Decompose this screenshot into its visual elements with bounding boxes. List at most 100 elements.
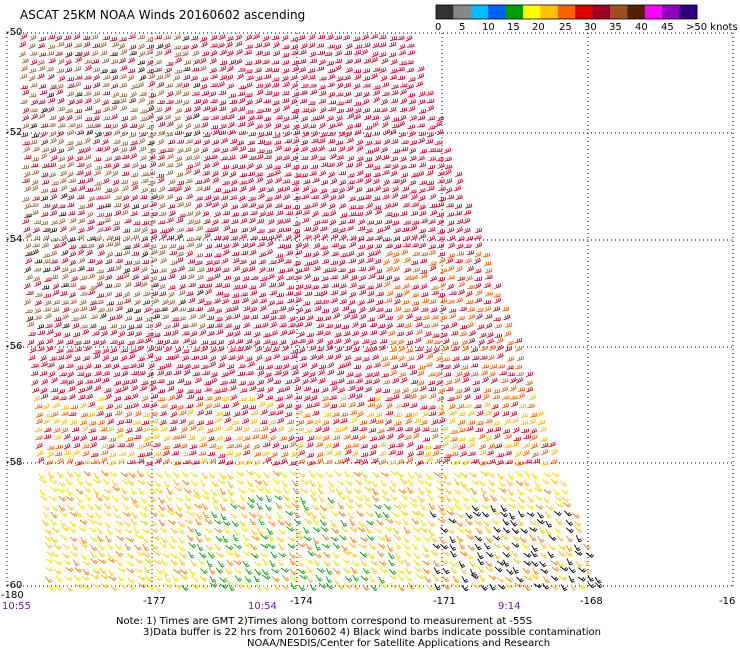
wind-barb — [101, 470, 109, 477]
wind-barb — [338, 259, 346, 266]
wind-barb — [399, 114, 407, 122]
wind-barb — [360, 458, 368, 466]
legend-label-50: >50 knots — [686, 22, 738, 33]
wind-barb — [65, 478, 73, 486]
wind-barb — [406, 67, 414, 73]
wind-barbs — [18, 33, 603, 593]
wind-barb — [490, 364, 498, 370]
wind-barb — [256, 218, 265, 224]
wind-barb — [102, 370, 110, 377]
wind-barb — [247, 121, 255, 128]
wind-barb — [77, 148, 85, 154]
wind-barb — [272, 77, 280, 82]
wind-barb — [434, 140, 443, 145]
wind-barb — [507, 488, 515, 496]
wind-barb — [240, 292, 248, 297]
wind-barb — [283, 227, 291, 232]
wind-barb — [347, 113, 355, 120]
wind-barb — [302, 217, 310, 224]
wind-barb — [73, 442, 81, 449]
wind-barb — [170, 411, 178, 418]
wind-barb — [159, 244, 167, 250]
wind-barb — [127, 577, 135, 584]
wind-barb — [111, 42, 120, 48]
wind-barb — [125, 427, 133, 434]
wind-barb — [130, 152, 138, 160]
wind-barb — [44, 427, 52, 433]
wind-barb — [131, 274, 140, 281]
wind-barb — [319, 226, 328, 231]
wind-barb — [177, 520, 186, 528]
wind-barb — [350, 314, 358, 320]
wind-barb — [508, 496, 517, 503]
wind-barb — [353, 101, 362, 106]
wind-barb — [253, 59, 262, 65]
wind-barb — [53, 331, 62, 338]
wind-barb — [338, 511, 347, 517]
wind-barb — [575, 560, 583, 568]
wind-barb — [334, 35, 343, 41]
lat-label: -56 — [6, 341, 23, 352]
wind-barb — [24, 185, 32, 192]
wind-barb — [193, 219, 201, 225]
wind-barb — [114, 387, 122, 394]
wind-barb — [260, 534, 269, 540]
wind-barb — [44, 299, 52, 306]
wind-barb — [239, 283, 248, 290]
wind-barb — [125, 307, 134, 313]
wind-barb — [93, 377, 102, 384]
wind-barb — [51, 395, 59, 401]
wind-barb — [496, 459, 504, 466]
legend-label-20: 20 — [532, 22, 545, 33]
wind-barb — [578, 567, 587, 573]
wind-barb — [248, 259, 257, 266]
wind-barb — [156, 173, 164, 178]
wind-barb — [193, 139, 202, 145]
wind-barb — [273, 583, 281, 591]
wind-barb — [291, 503, 300, 509]
wind-barb — [335, 121, 343, 127]
wind-barb — [219, 60, 228, 66]
wind-barb — [186, 409, 194, 416]
wind-barb — [89, 305, 97, 312]
wind-barb — [559, 575, 568, 581]
wind-barb — [440, 527, 449, 533]
wind-barb — [409, 189, 417, 194]
lat-label: -52 — [6, 127, 23, 138]
wind-barb — [364, 156, 373, 162]
wind-barb — [268, 435, 276, 442]
wind-barb — [202, 488, 210, 496]
wind-barb — [205, 527, 213, 534]
wind-barb — [40, 152, 48, 160]
wind-barb — [384, 397, 393, 402]
wind-barb — [258, 401, 266, 408]
wind-barb — [483, 282, 491, 289]
wind-barb — [248, 185, 256, 192]
wind-barb — [60, 379, 68, 384]
lon-label: -168 — [580, 596, 603, 607]
wind-barb — [275, 502, 283, 510]
wind-barb — [463, 503, 471, 510]
wind-barb — [389, 369, 397, 377]
wind-barb — [418, 109, 427, 114]
wind-barb — [427, 494, 435, 501]
wind-barb — [178, 537, 186, 544]
wind-barb — [460, 567, 468, 575]
wind-barb — [372, 42, 380, 49]
wind-barb — [143, 306, 152, 313]
wind-barb — [150, 402, 158, 409]
wind-barb — [175, 161, 183, 168]
wind-barb — [282, 116, 290, 122]
wind-barb — [263, 107, 271, 112]
wind-barb — [393, 534, 402, 541]
wind-barb — [185, 227, 194, 232]
wind-barb — [411, 202, 419, 208]
wind-barb — [263, 116, 272, 122]
wind-barb — [353, 69, 362, 74]
wind-barb — [237, 115, 246, 121]
note-line-3: NOAA/NESDIS/Center for Satellite Applica… — [247, 638, 551, 649]
wind-barb — [155, 50, 163, 57]
wind-barb — [136, 362, 145, 369]
wind-barb — [271, 68, 280, 73]
